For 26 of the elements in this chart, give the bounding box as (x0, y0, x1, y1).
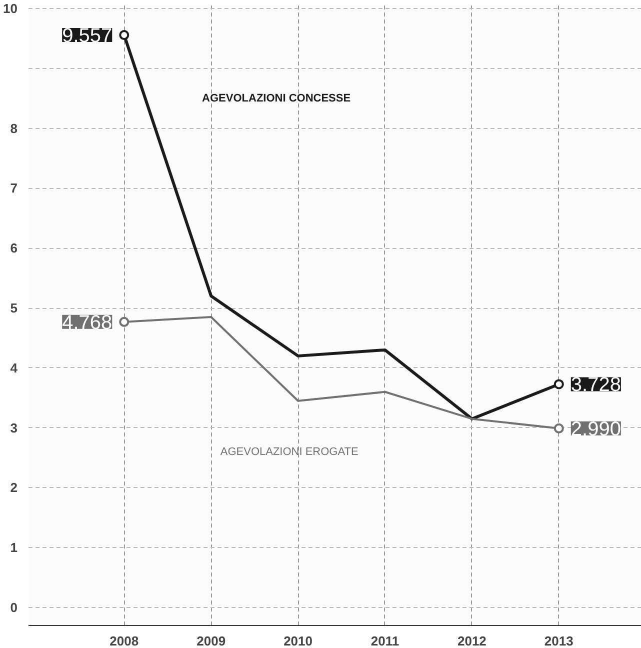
point (119, 30, 130, 40)
y-tick-label: 10 (3, 0, 18, 16)
text: AGEVOLAZIONI CONCESSE (202, 92, 351, 104)
x-tick-label: 2008 (110, 634, 139, 648)
text: AGEVOLAZIONI EROGATE (220, 446, 358, 458)
y-tick-label: 6 (10, 240, 18, 256)
y-tick-label: 1 (10, 540, 18, 556)
y-tick-label: 8 (10, 120, 18, 136)
data-label: 9.557 (62, 25, 112, 48)
point (119, 316, 130, 327)
y-tick-label: 3 (10, 420, 18, 436)
y-tick-label: 2 (10, 480, 18, 496)
x-tick-label: 2012 (457, 634, 486, 648)
y-tick-label: 5 (10, 300, 18, 316)
x-tick-label: 2009 (196, 634, 226, 648)
y-tick-label: 4 (10, 360, 18, 376)
x-tick-label: 2011 (370, 634, 400, 648)
x-tick-label: 2010 (284, 634, 313, 648)
point (554, 423, 564, 434)
data-label: 2.990 (570, 418, 621, 440)
x-tick-label: 2013 (544, 634, 574, 648)
data-label: 4.768 (62, 312, 112, 334)
y-tick-label: 0 (10, 600, 18, 616)
point (554, 379, 564, 390)
y-tick-label: 7 (10, 180, 18, 196)
data-label: 3.728 (570, 374, 621, 396)
